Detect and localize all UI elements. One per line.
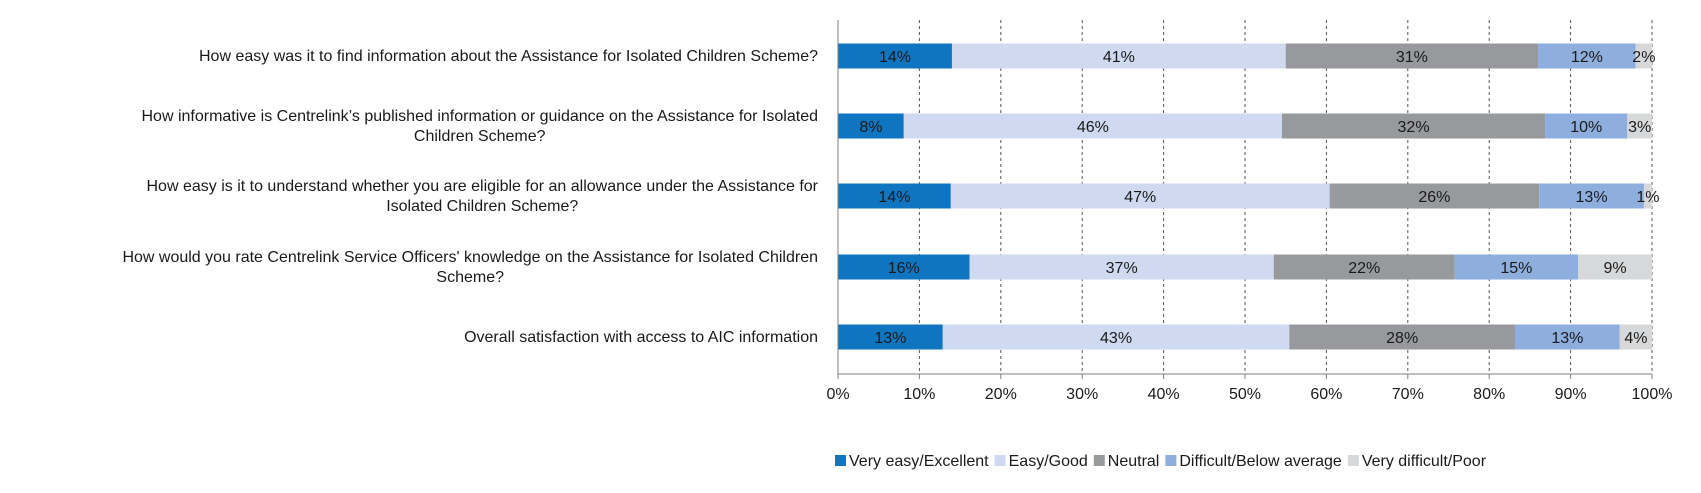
data-label: 4% <box>1624 330 1647 347</box>
bar-segment <box>1514 324 1620 350</box>
legend-swatch <box>1347 455 1359 466</box>
legend-label: Very difficult/Poor <box>1362 453 1487 470</box>
legend-swatch <box>1093 455 1105 466</box>
bar-segment <box>838 324 943 350</box>
category-labels: How easy was it to find information abou… <box>122 48 818 346</box>
data-label: 15% <box>1500 260 1532 277</box>
x-tick-label: 40% <box>1148 386 1180 403</box>
bar-segment <box>838 254 970 280</box>
x-tick-label: 0% <box>826 386 849 403</box>
x-tick-label: 80% <box>1473 386 1505 403</box>
bar-segment <box>1635 43 1652 69</box>
data-label: 31% <box>1396 49 1428 66</box>
bar-segment <box>1329 183 1540 209</box>
legend-swatch <box>835 455 846 466</box>
bar-segment <box>838 183 951 209</box>
data-label: 32% <box>1398 119 1430 136</box>
bar-segment <box>1282 113 1546 139</box>
axes <box>837 20 1653 379</box>
x-tick-label: 10% <box>903 386 935 403</box>
legend-label: Neutral <box>1108 453 1160 470</box>
data-label: 14% <box>879 49 911 66</box>
data-label: 13% <box>1576 189 1608 206</box>
bar-segment <box>969 254 1274 280</box>
legend: Very easy/Excellent Easy/Good Neutral Diffi… <box>835 453 1487 470</box>
category-label-line: Isolated Children Scheme? <box>386 198 578 215</box>
data-label: 1% <box>1636 189 1659 206</box>
data-label: 10% <box>1570 119 1602 136</box>
category-label: How easy is it to understand whether you… <box>147 178 819 215</box>
bar-segment <box>838 113 904 139</box>
legend-label: Difficult/Below average <box>1179 453 1342 470</box>
data-label: 9% <box>1603 260 1626 277</box>
category-label: Overall satisfaction with access to AIC … <box>464 329 818 346</box>
data-label: 41% <box>1103 49 1135 66</box>
legend-label: Very easy/Excellent <box>849 453 989 470</box>
legend-label: Easy/Good <box>1009 453 1088 470</box>
bar-segment <box>1538 43 1636 69</box>
category-label-line: How informative is Centrelink’s publishe… <box>141 108 818 125</box>
bar-segment <box>951 43 1286 69</box>
bar-segment <box>1578 254 1652 280</box>
x-tick-labels: 0% 10% 20% 30% 40% 50% 60% 70% 80% 90% 100% <box>826 386 1672 403</box>
category-label-line: How would you rate Centrelink Service Of… <box>122 249 818 266</box>
x-tick-label: 70% <box>1392 386 1424 403</box>
data-label: 22% <box>1348 260 1380 277</box>
data-label: 26% <box>1418 189 1450 206</box>
category-label-line: Children Scheme? <box>414 128 546 145</box>
legend-swatch <box>994 455 1006 466</box>
data-label: 13% <box>1551 330 1583 347</box>
category-label: How informative is Centrelink’s publishe… <box>141 108 818 145</box>
bars: 14% 41% 31% 12% 2% 8% 46% 32% 10% 3% 14% 47% 26% 13% 1… <box>838 43 1660 350</box>
data-label: 47% <box>1124 189 1156 206</box>
bar-segment <box>1545 113 1628 139</box>
data-label: 13% <box>874 330 906 347</box>
bar-segment <box>1454 254 1578 280</box>
bar-segment <box>1273 254 1455 280</box>
bar-segment <box>1619 324 1652 350</box>
data-label: 3% <box>1628 119 1651 136</box>
data-label: 46% <box>1077 119 1109 136</box>
x-tick-label: 100% <box>1632 386 1673 403</box>
data-label: 2% <box>1632 49 1655 66</box>
bar-segment <box>1643 183 1652 209</box>
x-tick-label: 60% <box>1310 386 1342 403</box>
data-label: 14% <box>878 189 910 206</box>
bar-segment <box>903 113 1282 139</box>
data-label: 12% <box>1571 49 1603 66</box>
data-label: 28% <box>1386 330 1418 347</box>
bar-segment <box>950 183 1330 209</box>
data-label: 37% <box>1106 260 1138 277</box>
data-label: 43% <box>1100 330 1132 347</box>
data-label: 16% <box>888 260 920 277</box>
bar-segment <box>1627 113 1652 139</box>
x-tick-label: 30% <box>1066 386 1098 403</box>
category-label: How would you rate Centrelink Service Of… <box>122 249 818 286</box>
bar-segment <box>1285 43 1539 69</box>
bar-segment <box>1539 183 1644 209</box>
data-label: 8% <box>859 119 882 136</box>
category-label: How easy was it to find information abou… <box>199 48 818 65</box>
legend-swatch <box>1165 455 1177 466</box>
x-tick-label: 90% <box>1555 386 1587 403</box>
category-label-line: How easy is it to understand whether you… <box>147 178 819 195</box>
bar-segment <box>838 43 952 69</box>
x-tick-label: 20% <box>985 386 1017 403</box>
category-label-line: Scheme? <box>436 269 504 286</box>
bar-segment <box>942 324 1290 350</box>
bar-segment <box>1289 324 1515 350</box>
x-tick-label: 50% <box>1229 386 1261 403</box>
